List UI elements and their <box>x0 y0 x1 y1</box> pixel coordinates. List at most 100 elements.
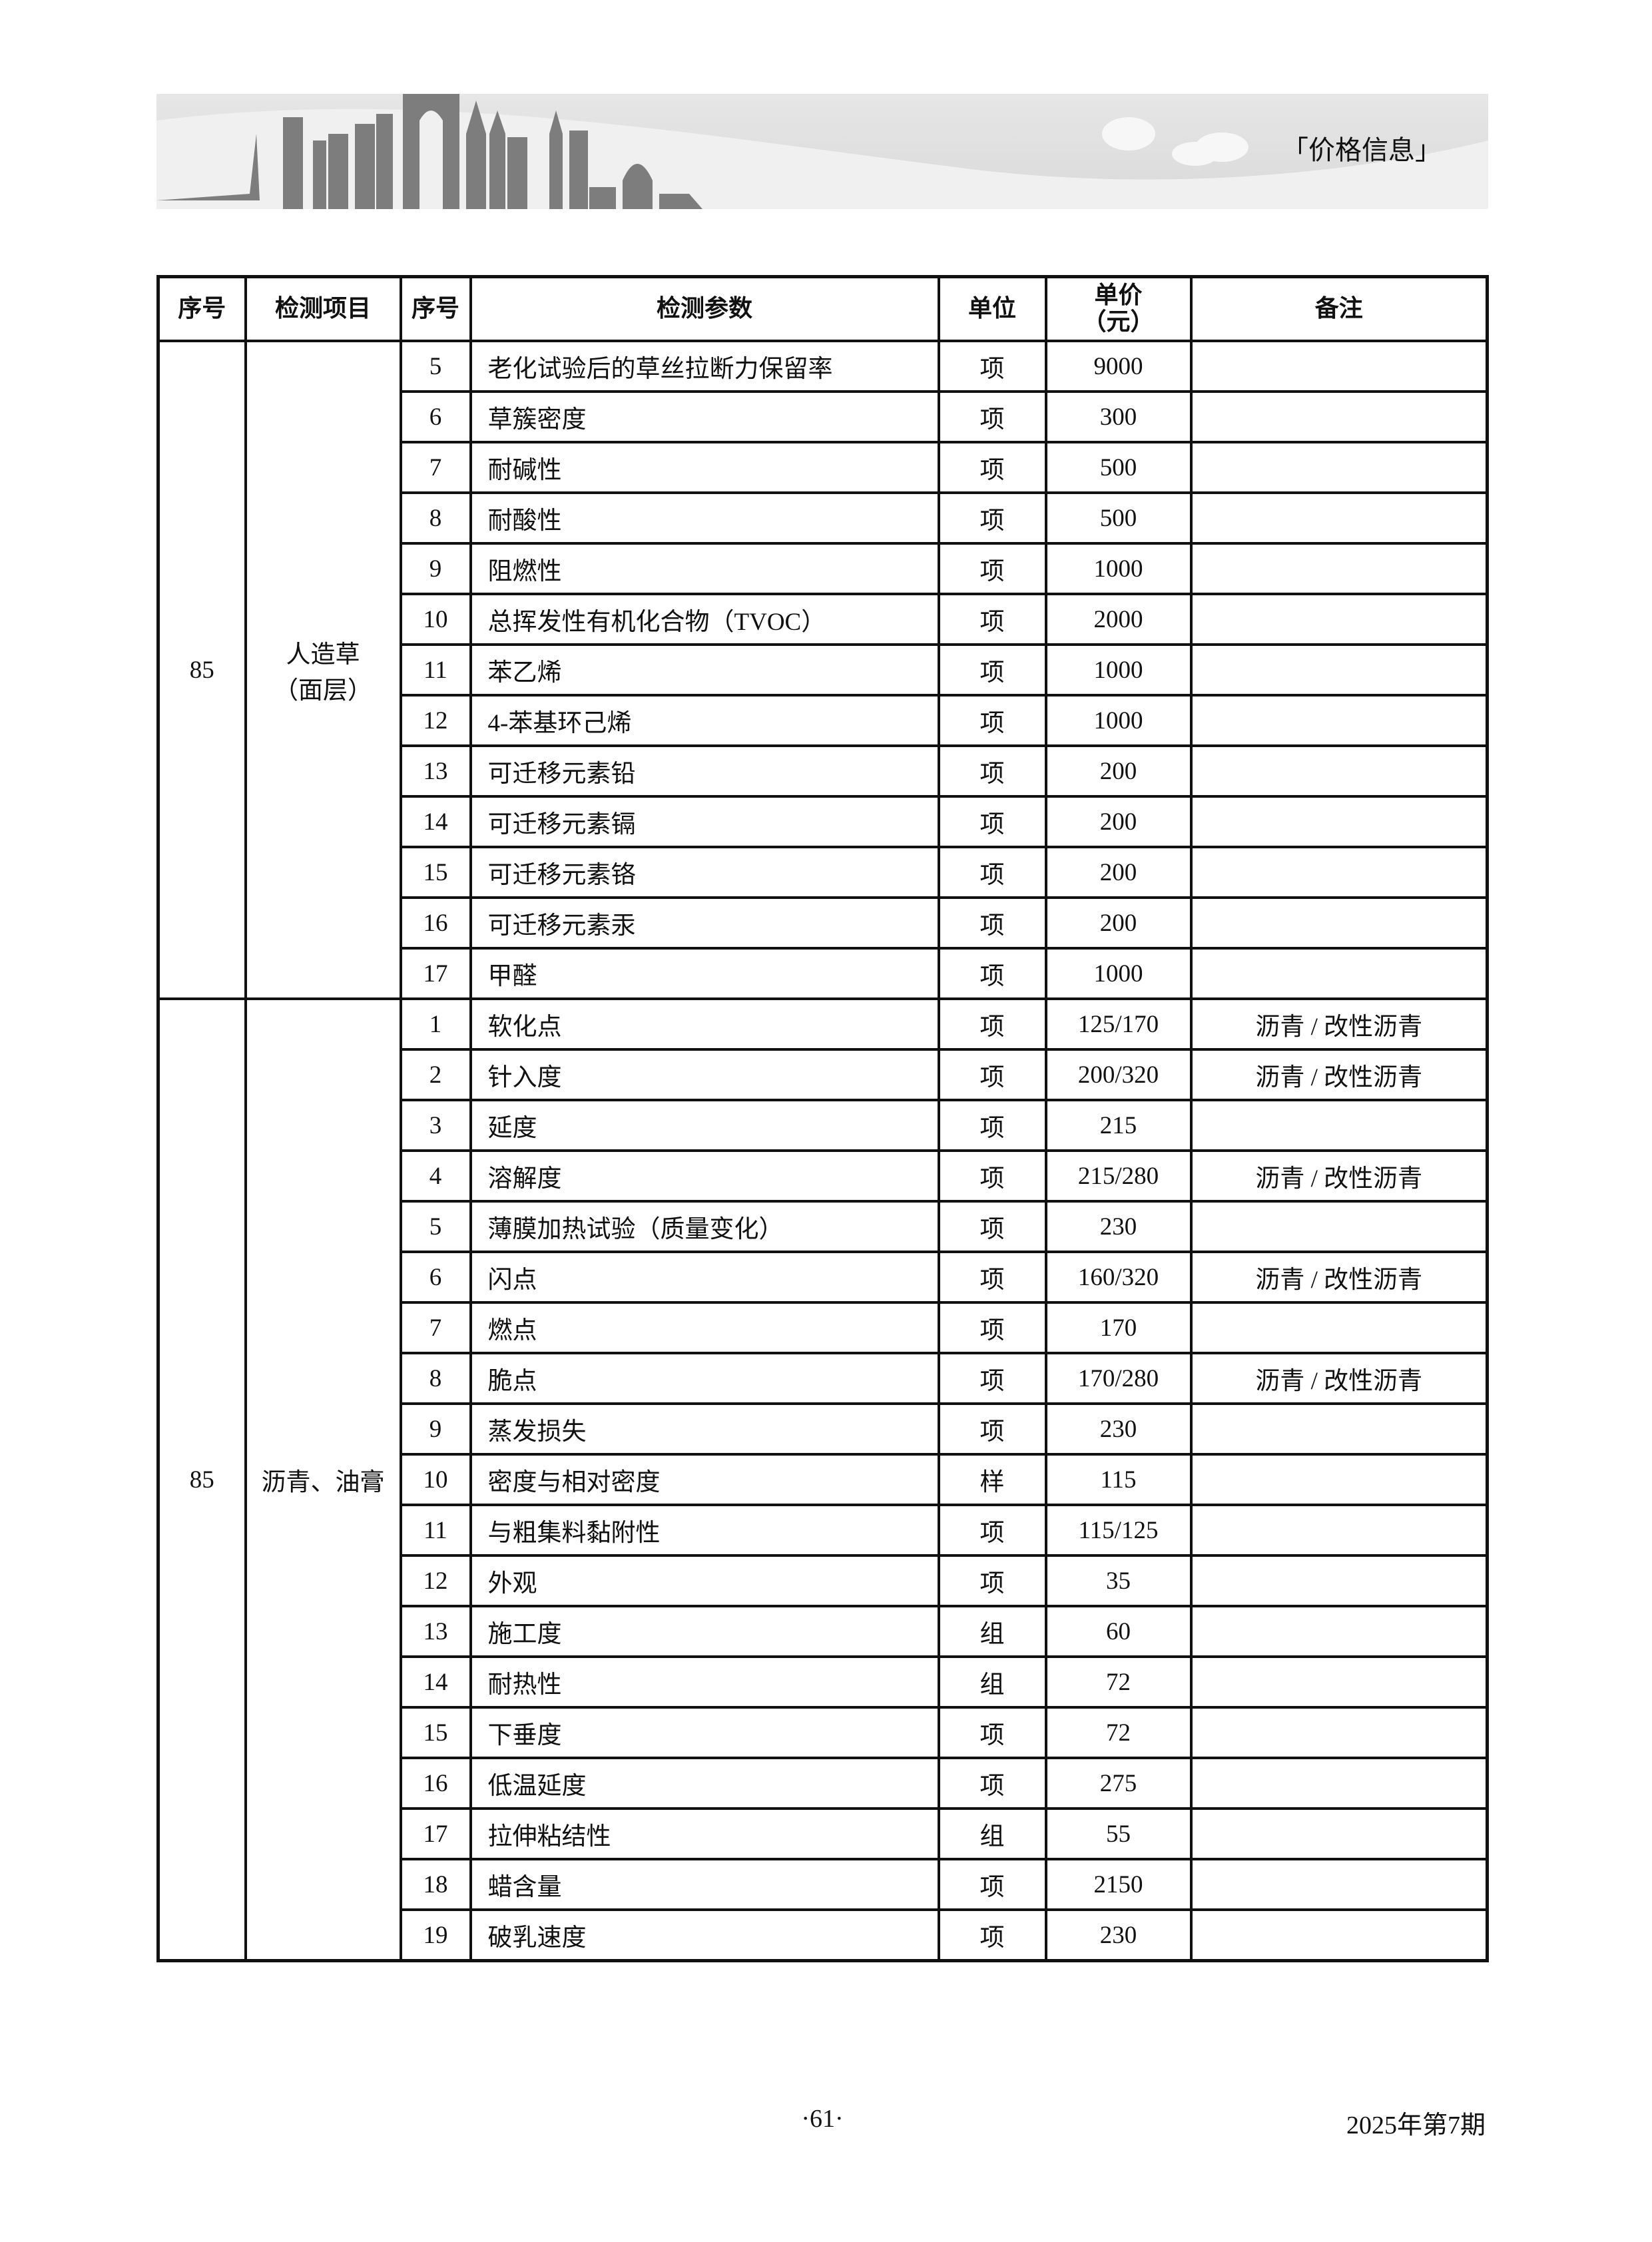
unit-cell: 项 <box>937 896 1047 950</box>
price-cell: 9000 <box>1044 340 1193 393</box>
table-row: 16 可迁移元素汞项 200 <box>158 896 1489 950</box>
table-row: 13 施工度组 60 <box>158 1605 1489 1658</box>
price-cell: 115/125 <box>1044 1504 1193 1557</box>
sub-no-cell: 17 <box>399 1807 472 1860</box>
param-cell: 外观 <box>469 1554 940 1607</box>
price-cell: 1000 <box>1044 643 1193 697</box>
param-cell: 蜡含量 <box>469 1858 940 1911</box>
note-cell <box>1189 1504 1489 1557</box>
note-cell <box>1189 643 1489 697</box>
price-table: 序号 检测项目 序号 检测参数 单位 单价（元） 备注 85 人造草（面层） 5 老化… <box>156 275 1489 1962</box>
sub-no-cell: 3 <box>399 1099 472 1152</box>
unit-cell: 样 <box>937 1453 1047 1506</box>
unit-cell: 项 <box>937 1301 1047 1354</box>
sub-no-cell: 15 <box>399 846 472 899</box>
note-cell <box>1189 1099 1489 1152</box>
param-cell: 可迁移元素铬 <box>469 846 940 899</box>
price-cell: 125/170 <box>1044 997 1193 1051</box>
price-cell: 215/280 <box>1044 1149 1193 1203</box>
table-row: 11 与粗集料黏附性项 115/125 <box>158 1504 1489 1557</box>
price-cell: 275 <box>1044 1757 1193 1810</box>
table-row: 14 耐热性组 72 <box>158 1655 1489 1709</box>
unit-cell: 项 <box>937 694 1047 747</box>
price-cell: 200 <box>1044 896 1193 950</box>
table-row: 2 针入度项 200/320 沥青 / 改性沥青 <box>158 1048 1489 1101</box>
note-cell: 沥青 / 改性沥青 <box>1189 1048 1489 1101</box>
sub-no-cell: 13 <box>399 1605 472 1658</box>
section-tag: 「价格信息」 <box>1282 135 1442 166</box>
price-cell: 35 <box>1044 1554 1193 1607</box>
sub-no-cell: 9 <box>399 542 472 595</box>
unit-cell: 项 <box>937 1048 1047 1101</box>
sub-no-cell: 12 <box>399 694 472 747</box>
price-cell: 500 <box>1044 441 1193 494</box>
param-cell: 老化试验后的草丝拉断力保留率 <box>469 340 940 393</box>
unit-cell: 项 <box>937 997 1047 1051</box>
price-cell: 200/320 <box>1044 1048 1193 1101</box>
price-cell: 200 <box>1044 795 1193 848</box>
group-no-cell: 85 <box>156 340 247 1000</box>
price-cell: 60 <box>1044 1605 1193 1658</box>
sub-no-cell: 7 <box>399 1301 472 1354</box>
header-banner: 「价格信息」 <box>156 94 1488 209</box>
param-cell: 破乳速度 <box>469 1908 940 1962</box>
param-cell: 延度 <box>469 1099 940 1152</box>
note-cell <box>1189 846 1489 899</box>
table-row: 5 薄膜加热试验（质量变化）项 230 <box>158 1200 1489 1253</box>
unit-cell: 项 <box>937 340 1047 393</box>
unit-cell: 项 <box>937 795 1047 848</box>
unit-cell: 项 <box>937 1402 1047 1456</box>
param-cell: 总挥发性有机化合物（TVOC） <box>469 593 940 646</box>
param-cell: 与粗集料黏附性 <box>469 1504 940 1557</box>
table-row: 8 耐酸性项 500 <box>158 491 1489 545</box>
param-cell: 可迁移元素铅 <box>469 744 940 798</box>
price-cell: 230 <box>1044 1402 1193 1456</box>
unit-cell: 项 <box>937 491 1047 545</box>
unit-cell: 项 <box>937 846 1047 899</box>
unit-cell: 项 <box>937 1554 1047 1607</box>
price-cell: 72 <box>1044 1706 1193 1759</box>
note-cell <box>1189 491 1489 545</box>
sub-no-cell: 16 <box>399 896 472 950</box>
unit-cell: 项 <box>937 1200 1047 1253</box>
note-cell <box>1189 1908 1489 1962</box>
table-row: 12 4-苯基环己烯项 1000 <box>158 694 1489 747</box>
note-cell: 沥青 / 改性沥青 <box>1189 1251 1489 1304</box>
unit-cell: 项 <box>937 744 1047 798</box>
price-cell: 55 <box>1044 1807 1193 1860</box>
table-row: 12 外观项 35 <box>158 1554 1489 1607</box>
sub-no-cell: 14 <box>399 1655 472 1709</box>
param-cell: 软化点 <box>469 997 940 1051</box>
sub-no-cell: 6 <box>399 1251 472 1304</box>
note-cell <box>1189 340 1489 393</box>
param-cell: 施工度 <box>469 1605 940 1658</box>
sub-no-cell: 7 <box>399 441 472 494</box>
unit-cell: 项 <box>937 1149 1047 1203</box>
price-cell: 300 <box>1044 390 1193 443</box>
unit-cell: 组 <box>937 1655 1047 1709</box>
note-cell <box>1189 1301 1489 1354</box>
sub-no-cell: 2 <box>399 1048 472 1101</box>
price-cell: 230 <box>1044 1908 1193 1962</box>
note-cell <box>1189 1858 1489 1911</box>
sub-no-cell: 4 <box>399 1149 472 1203</box>
unit-cell: 项 <box>937 441 1047 494</box>
sub-no-cell: 8 <box>399 1352 472 1405</box>
price-cell: 230 <box>1044 1200 1193 1253</box>
unit-cell: 项 <box>937 1908 1047 1962</box>
param-cell: 可迁移元素镉 <box>469 795 940 848</box>
table-row: 3 延度项 215 <box>158 1099 1489 1152</box>
page-number: ·61· <box>801 2105 844 2133</box>
table-row: 19 破乳速度项 230 <box>158 1908 1489 1962</box>
price-cell: 1000 <box>1044 694 1193 747</box>
param-cell: 甲醛 <box>469 947 940 1000</box>
sub-no-cell: 17 <box>399 947 472 1000</box>
note-cell <box>1189 542 1489 595</box>
price-cell: 1000 <box>1044 947 1193 1000</box>
sub-no-cell: 12 <box>399 1554 472 1607</box>
table-row: 8 脆点项 170/280 沥青 / 改性沥青 <box>158 1352 1489 1405</box>
note-cell <box>1189 896 1489 950</box>
price-cell: 170/280 <box>1044 1352 1193 1405</box>
sub-no-cell: 14 <box>399 795 472 848</box>
param-cell: 密度与相对密度 <box>469 1453 940 1506</box>
